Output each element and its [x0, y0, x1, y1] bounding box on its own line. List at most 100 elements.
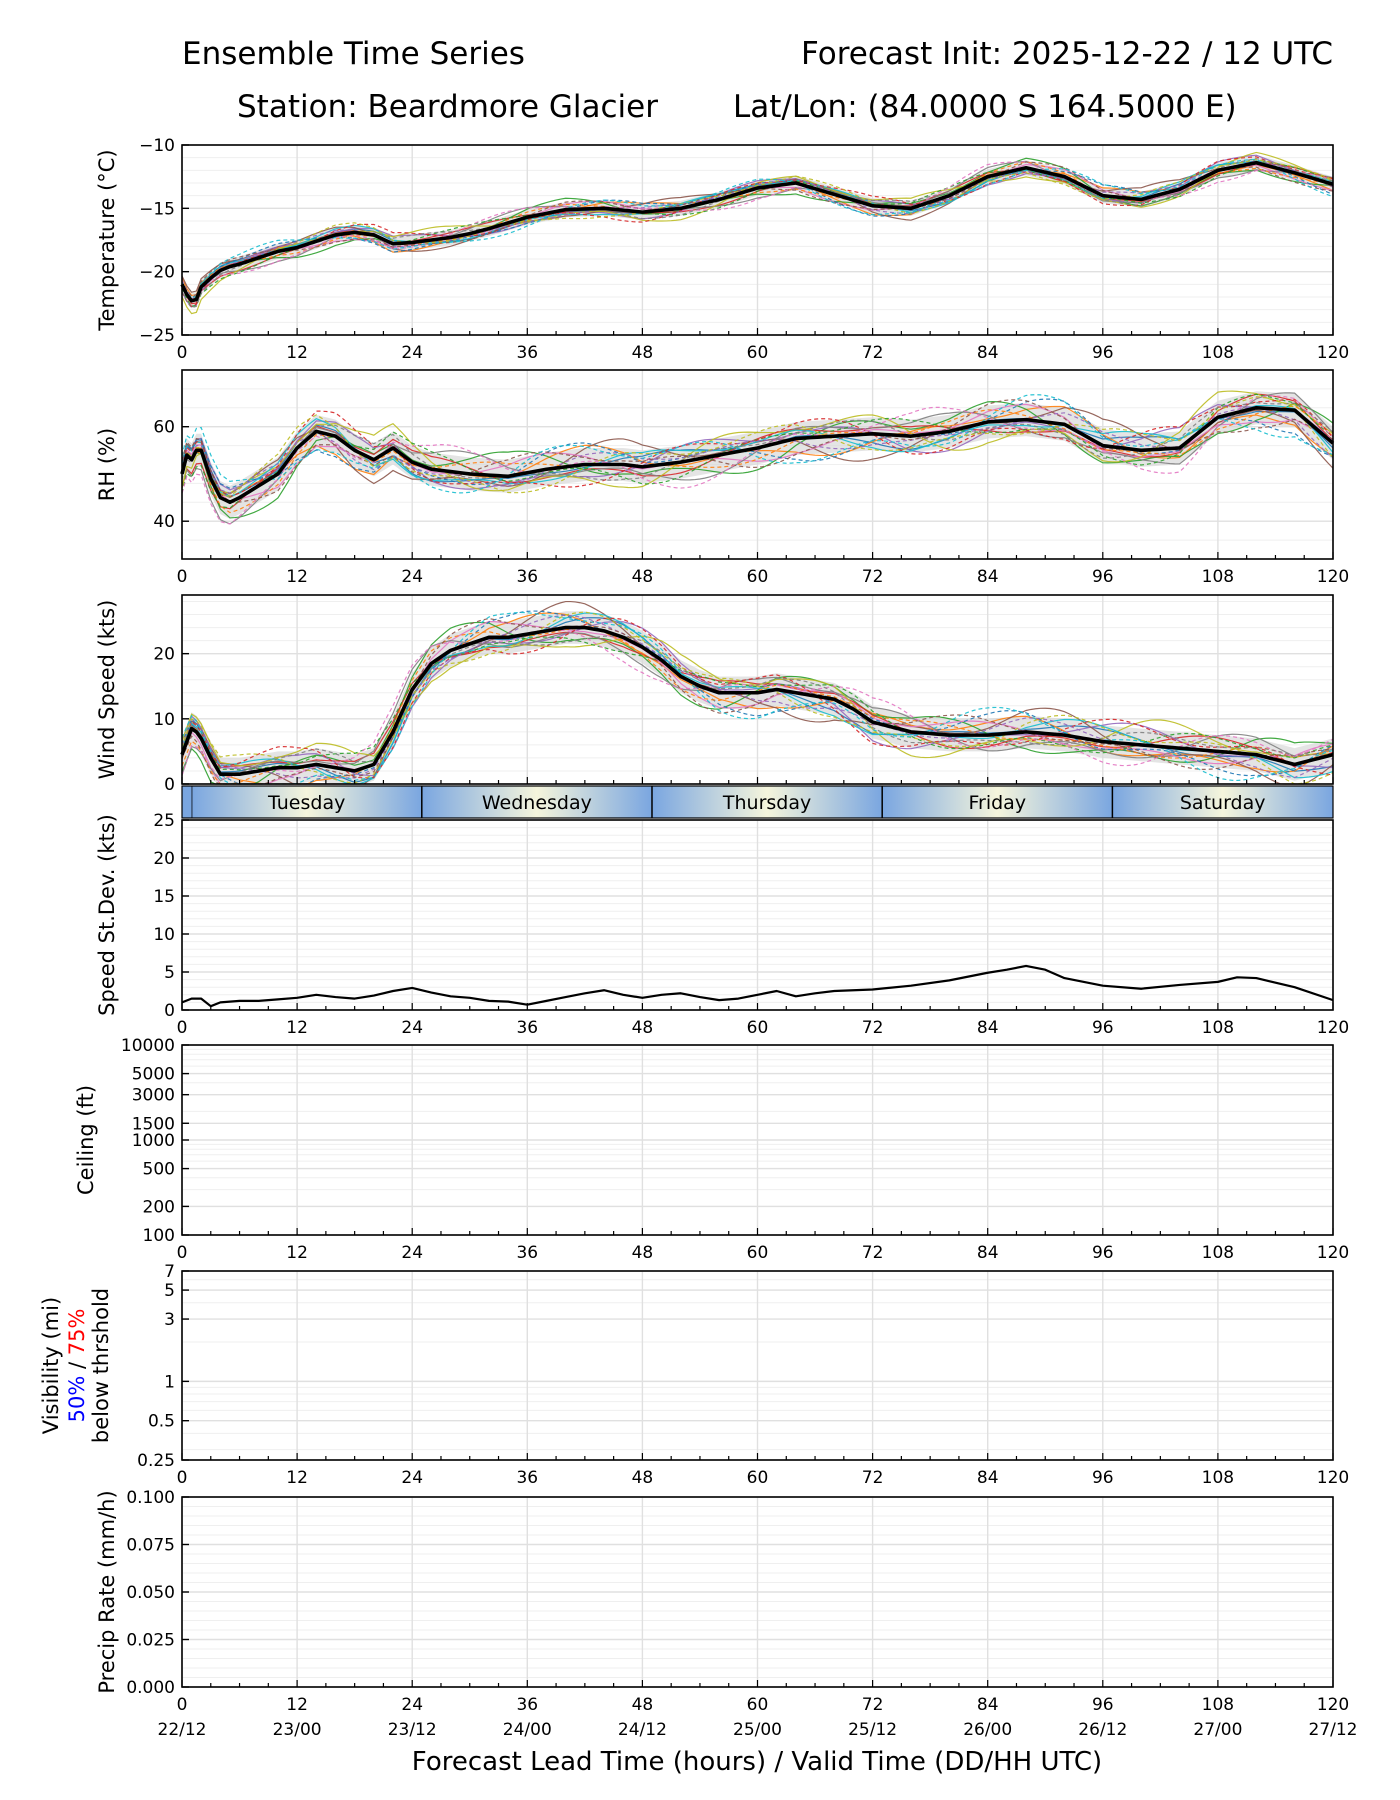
x-tick-label: 0 [177, 1018, 188, 1038]
y-tick-label: 10 [153, 710, 175, 730]
valid-time-label: 24/00 [503, 1720, 552, 1740]
y-tick-label: 5000 [132, 1065, 175, 1085]
x-tick-label: 72 [862, 1018, 884, 1038]
y-tick-label: 5 [164, 963, 175, 983]
y-tick-label: 0.025 [126, 1631, 175, 1651]
x-tick-label: 60 [747, 1468, 769, 1488]
y-axis-label: Temperature (°C) [95, 149, 119, 331]
y-axis-label-extra: below thrshold [89, 1288, 113, 1443]
x-tick-label: 0 [177, 567, 188, 587]
ensemble-member-line [181, 402, 1334, 502]
x-tick-label: 84 [977, 567, 999, 587]
x-tick-label: 96 [1092, 567, 1114, 587]
ensemble-member-line [181, 617, 1334, 785]
panel-wind: 0 10 20 Wind Speed (kts) [95, 594, 1334, 795]
y-tick-label: 25 [153, 811, 175, 831]
x-tick-label: 60 [747, 1243, 769, 1263]
ensemble-mean-line [180, 405, 1335, 505]
spread-band [182, 611, 1333, 784]
x-tick-label: 48 [632, 343, 654, 363]
x-tick-label: 48 [632, 567, 654, 587]
x-tick-label: 60 [747, 1695, 769, 1715]
x-tick-label: 120 [1317, 343, 1349, 363]
x-tick-label: 72 [862, 343, 884, 363]
y-tick-label: 0.25 [137, 1451, 175, 1471]
panel-precip: 0.000 0.025 0.050 0.075 0.100 0 12 24 36 48 60 72 84… [95, 1488, 1349, 1715]
y-axis-label: Speed St.Dev. (kts) [95, 814, 119, 1016]
ensemble-member-line [181, 396, 1334, 497]
x-tick-label: 24 [401, 1018, 423, 1038]
x-tick-label: 96 [1092, 343, 1114, 363]
station-name: Station: Beardmore Glacier [237, 89, 658, 125]
x-tick-label: 12 [286, 1695, 308, 1715]
y-tick-label: 10000 [121, 1036, 175, 1056]
y-tick-label: 5 [164, 1281, 175, 1301]
day-cell [882, 786, 1113, 818]
x-tick-label: 36 [516, 1468, 538, 1488]
x-tick-label: 120 [1317, 1468, 1349, 1488]
x-tick-label: 60 [747, 567, 769, 587]
x-tick-label: 36 [516, 1695, 538, 1715]
y-axis-label: Visibility (mi) [39, 1297, 63, 1434]
x-tick-label: 120 [1317, 1695, 1349, 1715]
x-tick-label: 108 [1202, 1018, 1234, 1038]
panel-rh: 40 60 0 12 24 36 48 60 72 84 96 108 120 RH (%) [95, 369, 1349, 587]
y-tick-label: 15 [153, 887, 175, 907]
y-axis-label-thresholds: 50% / 75% [65, 1309, 89, 1423]
x-tick-label: 12 [286, 343, 308, 363]
y-tick-label: 20 [153, 849, 175, 869]
y-tick-label: 3 [164, 1310, 175, 1330]
x-tick-label: 12 [286, 1243, 308, 1263]
panel-visibility: 0.25 0.5 1 3 57 0 12 24 36 48 60 72 84 96 108 120 Visibi… [39, 1262, 1349, 1488]
x-tick-label: 120 [1317, 567, 1349, 587]
x-tick-label: 48 [632, 1695, 654, 1715]
x-tick-label: 84 [977, 1018, 999, 1038]
day-label: Thursday [722, 792, 811, 814]
valid-time-label: 26/12 [1078, 1720, 1127, 1740]
x-tick-label: 108 [1202, 567, 1234, 587]
valid-time-label: 25/12 [848, 1720, 897, 1740]
valid-time-label: 23/00 [273, 1720, 322, 1740]
ensemble-member-line [181, 611, 1334, 785]
x-tick-label: 48 [632, 1018, 654, 1038]
ensemble-member-line [181, 406, 1334, 494]
x-tick-label: 108 [1202, 1243, 1234, 1263]
valid-time-label: 27/12 [1309, 1720, 1358, 1740]
x-tick-label: 72 [862, 1468, 884, 1488]
ensemble-member-line [181, 399, 1334, 503]
x-tick-label: 96 [1092, 1695, 1114, 1715]
stdev-line [181, 964, 1334, 1008]
x-tick-label: 0 [177, 1243, 188, 1263]
panel-temperature: −25 −20 −15 −10 0 12 24 36 48 60 72 84 96 108 120 Tempe… [95, 136, 1349, 363]
x-tick-label: 24 [401, 1243, 423, 1263]
ensemble-member-line [181, 635, 1334, 774]
y-tick-label: 1500 [132, 1114, 175, 1134]
x-tick-label: 24 [401, 1468, 423, 1488]
day-label: Tuesday [267, 792, 345, 814]
day-band: Tuesday Wednesday Thursday Friday Saturday [181, 785, 1334, 819]
x-tick-label: 48 [632, 1243, 654, 1263]
y-tick-label: 200 [143, 1197, 175, 1217]
y-axis-label: RH (%) [95, 428, 119, 501]
vis-75-label: 75% [65, 1309, 89, 1356]
x-tick-label: 72 [862, 1695, 884, 1715]
ensemble-member-line [181, 636, 1334, 771]
x-tick-label: 12 [286, 567, 308, 587]
ensemble-member-line [181, 156, 1334, 308]
x-tick-label: 96 [1092, 1018, 1114, 1038]
y-tick-label: 20 [153, 645, 175, 665]
x-tick-label: 96 [1092, 1243, 1114, 1263]
y-tick-label: 3000 [132, 1086, 175, 1106]
x-tick-label: 36 [516, 343, 538, 363]
y-tick-label: 500 [143, 1160, 175, 1180]
x-tick-label: 24 [401, 1695, 423, 1715]
y-tick-label: 40 [153, 512, 175, 532]
figure-title: Ensemble Time Series [182, 36, 525, 72]
chart-panels: −25−20−15−100 12 24 36 48 60 72 84 96 108 120Tempe… [39, 136, 1358, 1740]
day-cell [1112, 786, 1333, 818]
valid-time-label: 27/00 [1193, 1720, 1242, 1740]
ensemble-member-line [181, 158, 1334, 301]
y-axis-label: Ceiling (ft) [74, 1085, 98, 1195]
